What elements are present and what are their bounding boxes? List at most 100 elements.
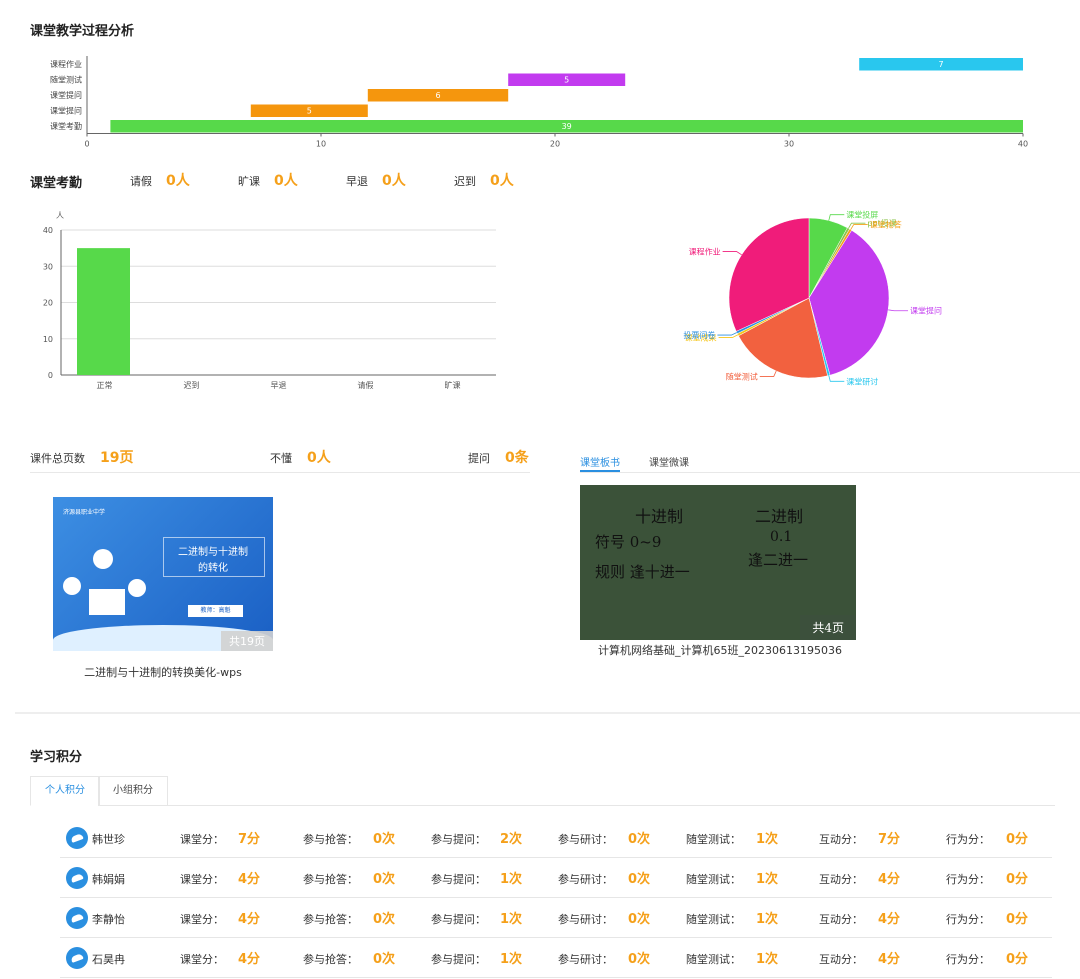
pie-slice-label: 课堂投屏 [846, 210, 878, 220]
value-test: 1次 [756, 912, 779, 927]
avatar [66, 907, 88, 929]
pie-label-line [759, 370, 777, 377]
stat-early-value: 0人 [382, 173, 406, 189]
label-test: 随堂测试： [686, 913, 741, 926]
value-race: 0次 [373, 872, 396, 887]
category-label: 课堂提问 [50, 105, 82, 115]
score-row: 韩娟娟 课堂分： 4分 参与抢答： 0次 参与提问： 1次 参与研讨： 0次 随堂测试： 1次 互动分… [60, 858, 1052, 898]
x-tick-label: 正常 [97, 381, 113, 390]
x-tick-label: 0 [84, 140, 89, 149]
process-bar [859, 58, 1023, 71]
value-discuss: 0次 [628, 872, 651, 887]
value-question: 1次 [500, 912, 523, 927]
pie-slice-label: 课堂研讨 [846, 376, 878, 386]
pie-label-line [828, 214, 845, 221]
courseware-total-label: 课件总页数 [30, 452, 85, 465]
value-class: 7分 [238, 832, 261, 847]
label-interact: 互动分： [819, 913, 863, 926]
stat-late-label: 迟到 [454, 175, 476, 188]
tab-board[interactable]: 课堂板书 [580, 458, 620, 469]
value-question: 1次 [500, 872, 523, 887]
hw-rule-binary: 逢二进一 [748, 551, 809, 569]
avatar [66, 827, 88, 849]
stat-leave-value: 0人 [166, 173, 190, 189]
value-behavior: 0分 [1006, 832, 1029, 847]
bar-value-label: 39 [562, 122, 572, 131]
avatar [66, 867, 88, 889]
label-discuss: 参与研讨： [558, 873, 613, 886]
pie-slice-label: 课堂提问 [910, 306, 942, 316]
student-name: 韩娟娟 [92, 873, 125, 886]
x-tick-label: 请假 [358, 380, 374, 390]
label-class: 课堂分： [180, 833, 224, 846]
value-class: 4分 [238, 872, 261, 887]
x-tick-label: 20 [550, 140, 560, 149]
value-class: 4分 [238, 952, 261, 967]
pie-slice-label: 课程作业 [689, 247, 721, 257]
board-thumbnail[interactable]: 十进制 二进制 符号 0~9 0.1 规则 逢十进一 逢二进一 共4页 [580, 485, 856, 640]
dont-understand-value: 0人 [307, 450, 331, 466]
x-tick-label: 旷课 [445, 380, 461, 390]
label-race: 参与抢答： [303, 873, 358, 886]
value-question: 2次 [500, 832, 523, 847]
pie-label-line [888, 309, 909, 312]
label-test: 随堂测试： [686, 833, 741, 846]
value-interact: 4分 [878, 912, 901, 927]
attendance-chart: 人 0 10 20 30 40 正常 迟到 早退 请假 旷课 [43, 211, 496, 390]
value-discuss: 0次 [628, 832, 651, 847]
courseware-total-value: 19页 [100, 450, 134, 466]
stat-late-value: 0人 [490, 173, 514, 189]
hw-symbol-binary: 0.1 [770, 529, 793, 545]
label-test: 随堂测试： [686, 953, 741, 966]
process-bar [508, 73, 626, 86]
stat-absent-label: 旷课 [238, 175, 260, 188]
attendance-bar [77, 248, 130, 375]
tab-personal-score[interactable]: 个人积分 [30, 776, 100, 806]
x-tick-label: 10 [316, 140, 326, 149]
value-class: 4分 [238, 912, 261, 927]
process-bar [110, 120, 1023, 133]
active-tab-indicator [580, 470, 620, 472]
y-tick-label: 20 [43, 299, 53, 308]
score-row: 韩世珍 课堂分： 7分 参与抢答： 0次 参与提问： 2次 参与研讨： 0次 随堂测试： 1次 互动分… [60, 818, 1052, 858]
board-pages-badge: 共4页 [800, 615, 856, 640]
label-behavior: 行为分： [946, 913, 990, 926]
pie-slice-label: ppt授课 [867, 218, 896, 228]
label-discuss: 参与研讨： [558, 953, 613, 966]
x-tick-label: 30 [784, 140, 794, 149]
pie-slice-label: 投票问卷 [683, 330, 715, 340]
pie-label-line [717, 332, 737, 336]
question-label: 提问 [468, 452, 490, 465]
question-value: 0条 [505, 450, 529, 466]
slide-teacher: 教师：高魁 [188, 605, 243, 617]
label-class: 课堂分： [180, 913, 224, 926]
label-race: 参与抢答： [303, 833, 358, 846]
value-race: 0次 [373, 952, 396, 967]
board-name[interactable]: 计算机网络基础_计算机65班_20230613195036 [598, 644, 842, 657]
tab-micro-lesson[interactable]: 课堂微课 [649, 458, 689, 469]
label-question: 参与提问： [431, 833, 486, 846]
label-race: 参与抢答： [303, 913, 358, 926]
y-axis-unit: 人 [56, 211, 64, 220]
attendance-title: 课堂考勤 [30, 176, 83, 191]
hw-symbol: 符号 0~9 [595, 533, 662, 551]
courseware-name[interactable]: 二进制与十进制的转换美化-wps [84, 666, 242, 679]
pie-label-line [828, 375, 845, 382]
value-race: 0次 [373, 832, 396, 847]
score-row: 李静怡 课堂分： 4分 参与抢答： 0次 参与提问： 1次 参与研讨： 0次 随堂测试： 1次 互动分… [60, 898, 1052, 938]
process-bar [367, 89, 509, 102]
bar-value-label: 7 [939, 60, 944, 69]
courseware-pages-badge: 共19页 [221, 631, 273, 651]
process-title: 课堂教学过程分析 [30, 24, 135, 39]
courseware-thumbnail[interactable]: 济源县职业中学 二进制与十进制 的转化 教师：高魁 共19页 [53, 497, 273, 651]
label-discuss: 参与研讨： [558, 913, 613, 926]
label-class: 课堂分： [180, 953, 224, 966]
tab-group-score[interactable]: 小组积分 [98, 776, 168, 806]
slide-title-2: 的转化 [198, 563, 228, 574]
value-interact: 4分 [878, 952, 901, 967]
bar-value-label: 5 [564, 76, 569, 85]
value-race: 0次 [373, 912, 396, 927]
score-row: 石昊冉 课堂分： 4分 参与抢答： 0次 参与提问： 1次 参与研讨： 0次 随堂测试： 1次 互动分… [60, 938, 1052, 978]
label-interact: 互动分： [819, 953, 863, 966]
